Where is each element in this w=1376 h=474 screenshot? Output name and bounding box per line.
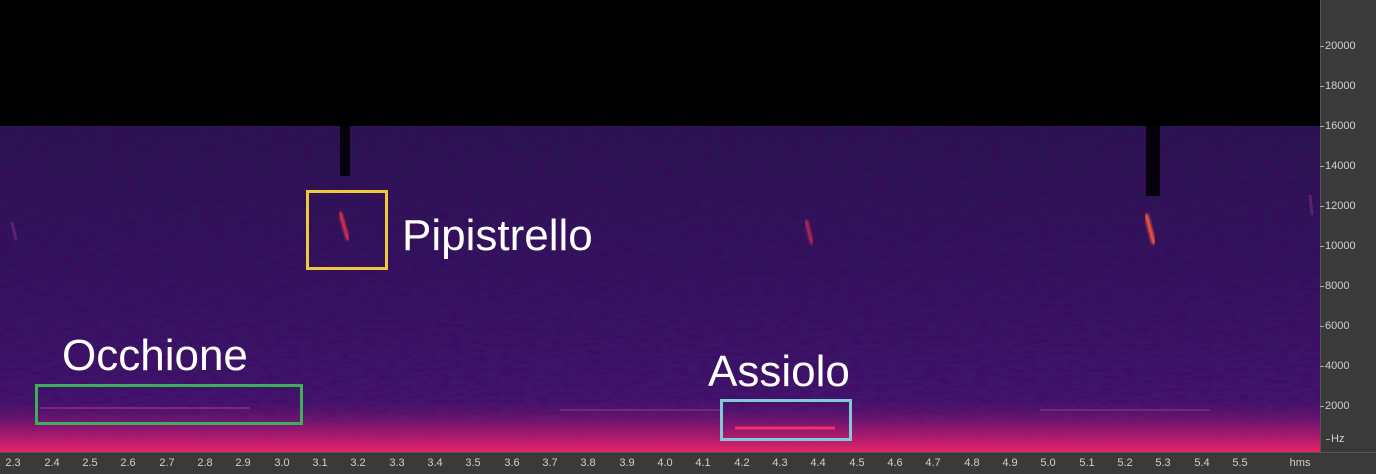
pipistrello-label: Pipistrello xyxy=(402,211,593,260)
edge-trace xyxy=(1308,194,1314,216)
freq-unit-label: Hz xyxy=(1325,433,1345,445)
time-tick: 4.0 xyxy=(657,457,673,469)
time-tick: 4.5 xyxy=(849,457,865,469)
time-tick: 5.0 xyxy=(1040,457,1056,469)
time-tick: 2.9 xyxy=(235,457,251,469)
freq-tick: 4000 xyxy=(1319,360,1350,372)
time-tick: 2.7 xyxy=(159,457,175,469)
time-axis: 2.3 2.4 2.5 2.6 2.7 2.8 2.9 3.0 3.1 3.2 … xyxy=(0,452,1376,474)
time-tick: 3.5 xyxy=(465,457,481,469)
freq-tick: 2000 xyxy=(1319,400,1350,412)
time-tick: 3.9 xyxy=(619,457,635,469)
freq-tick: 14000 xyxy=(1320,160,1356,172)
time-tick: 2.3 xyxy=(5,457,21,469)
time-tick: 4.6 xyxy=(887,457,903,469)
edge-trace xyxy=(10,221,18,241)
dropout-mark xyxy=(1146,126,1160,196)
spectrogram-texture xyxy=(0,126,1320,452)
time-tick: 3.3 xyxy=(389,457,405,469)
time-tick: 2.5 xyxy=(82,457,98,469)
time-tick: 3.4 xyxy=(427,457,443,469)
time-tick: 4.8 xyxy=(964,457,980,469)
time-tick: 4.4 xyxy=(810,457,826,469)
bat-call-mark xyxy=(804,219,814,245)
time-tick: 3.2 xyxy=(350,457,366,469)
time-tick: 5.4 xyxy=(1194,457,1210,469)
assiolo-label: Assiolo xyxy=(708,347,850,396)
time-tick: 3.6 xyxy=(504,457,520,469)
freq-tick: 6000 xyxy=(1319,320,1350,332)
time-tick: 4.7 xyxy=(925,457,941,469)
freq-tick: 16000 xyxy=(1320,120,1356,132)
bat-call-mark xyxy=(1144,213,1156,245)
spectrogram-silent-band xyxy=(0,0,1320,126)
time-tick: 3.0 xyxy=(274,457,290,469)
time-tick: 4.1 xyxy=(695,457,711,469)
time-tick: 2.4 xyxy=(44,457,60,469)
time-tick: 3.7 xyxy=(542,457,558,469)
time-tick: 4.2 xyxy=(734,457,750,469)
time-tick: 5.5 xyxy=(1232,457,1248,469)
time-tick: 2.6 xyxy=(120,457,136,469)
time-tick: 3.8 xyxy=(580,457,596,469)
time-tick: 5.3 xyxy=(1155,457,1171,469)
spectrogram-canvas[interactable] xyxy=(0,0,1320,452)
freq-tick: 12000 xyxy=(1320,200,1356,212)
freq-tick: 10000 xyxy=(1320,240,1356,252)
frequency-axis: 20000 18000 16000 14000 12000 10000 8000… xyxy=(1319,0,1376,452)
freq-tick: 18000 xyxy=(1320,80,1356,92)
time-tick: 5.1 xyxy=(1079,457,1095,469)
freq-tick: 8000 xyxy=(1319,280,1350,292)
time-tick: 4.9 xyxy=(1002,457,1018,469)
pipistrello-box xyxy=(306,190,388,270)
time-tick: 3.1 xyxy=(312,457,328,469)
time-tick: 5.2 xyxy=(1117,457,1133,469)
time-tick: 2.8 xyxy=(197,457,213,469)
dropout-mark xyxy=(340,126,350,176)
occhione-box xyxy=(35,384,303,425)
bat-call-mark xyxy=(338,211,350,241)
assiolo-box xyxy=(720,399,852,441)
time-unit-label: hms xyxy=(1289,457,1311,469)
occhione-label: Occhione xyxy=(62,331,248,380)
time-tick: 4.3 xyxy=(772,457,788,469)
freq-tick: 20000 xyxy=(1320,40,1356,52)
